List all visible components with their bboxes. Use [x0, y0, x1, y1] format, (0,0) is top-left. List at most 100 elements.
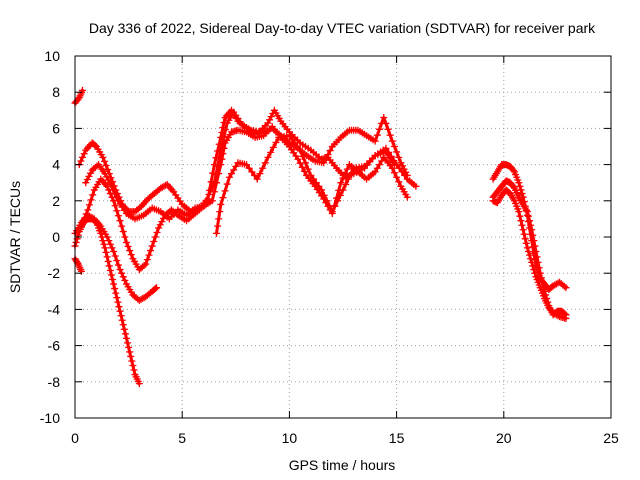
data-point [81, 214, 89, 222]
data-point [264, 119, 272, 127]
data-point [151, 285, 159, 293]
data-point [79, 218, 87, 226]
data-point [388, 137, 396, 145]
data-point [217, 200, 225, 208]
data-point [101, 244, 109, 252]
y-tick-label: 2 [52, 193, 60, 209]
data-point [380, 114, 388, 122]
data-point [336, 191, 344, 199]
data-point [320, 191, 328, 199]
data-point [129, 362, 137, 370]
data-point [104, 166, 112, 174]
data-point [84, 206, 92, 214]
data-point [269, 143, 277, 151]
series-layer [71, 86, 570, 388]
data-point [118, 222, 126, 230]
data-point [529, 231, 537, 239]
data-point [531, 242, 539, 250]
data-point [532, 247, 540, 255]
data-point [342, 181, 350, 189]
series-track-h [213, 132, 398, 237]
data-point [119, 321, 127, 329]
x-axis-label: GPS time / hours [289, 457, 396, 473]
data-point [228, 170, 236, 178]
data-point [517, 217, 525, 225]
data-point [373, 164, 381, 172]
data-point [528, 226, 536, 234]
data-point [518, 221, 526, 229]
data-point [140, 262, 148, 270]
data-point [516, 212, 524, 220]
data-point [87, 196, 95, 204]
data-point [82, 179, 90, 187]
data-point [156, 221, 164, 229]
data-point [294, 155, 302, 163]
data-point [529, 262, 537, 270]
data-point [213, 229, 221, 237]
data-point [130, 366, 138, 374]
data-point [390, 169, 398, 177]
y-tick-label: -10 [40, 410, 60, 426]
data-point [395, 178, 403, 186]
data-point [534, 258, 542, 266]
data-point [220, 133, 228, 141]
data-point [145, 251, 153, 259]
data-point [304, 165, 312, 173]
data-point [105, 186, 113, 194]
data-point [291, 139, 299, 147]
data-point [310, 175, 318, 183]
data-point [520, 230, 528, 238]
data-point [87, 169, 95, 177]
data-point [135, 380, 143, 388]
data-point [210, 188, 218, 196]
data-point [509, 183, 517, 191]
data-point [100, 240, 108, 248]
data-point [109, 276, 117, 284]
series-track-k [489, 186, 570, 322]
series-track-d [71, 86, 87, 107]
data-point [535, 264, 543, 272]
data-point [307, 171, 315, 179]
data-point [272, 138, 280, 146]
data-point [111, 252, 119, 260]
data-point [225, 173, 233, 181]
data-point [256, 170, 264, 178]
data-point [106, 240, 114, 248]
data-point [522, 239, 530, 247]
data-point [371, 168, 379, 176]
data-point [509, 166, 517, 174]
data-point [518, 190, 526, 198]
data-point [222, 126, 230, 134]
data-point [85, 201, 93, 209]
data-point [347, 170, 355, 178]
y-tick-label: -2 [48, 265, 61, 281]
data-point [315, 182, 323, 190]
series-track-g [77, 123, 411, 274]
data-point [205, 190, 213, 198]
data-point [118, 316, 126, 324]
data-point [261, 159, 269, 167]
data-point [339, 186, 347, 194]
data-point [537, 274, 545, 282]
data-point [208, 197, 216, 205]
data-point [221, 187, 229, 195]
data-point [521, 235, 529, 243]
data-point [105, 237, 113, 245]
data-point [152, 284, 160, 292]
x-tick-label: 15 [389, 430, 405, 446]
data-point [393, 148, 401, 156]
data-point [219, 194, 227, 202]
data-point [267, 113, 275, 121]
data-point [223, 180, 231, 188]
data-point [515, 208, 523, 216]
data-point [217, 161, 225, 169]
data-point [393, 173, 401, 181]
data-point [114, 212, 122, 220]
data-point [323, 197, 331, 205]
data-point [106, 266, 114, 274]
data-point [312, 179, 320, 187]
data-point [99, 237, 107, 245]
data-point [403, 171, 411, 179]
data-point [267, 148, 275, 156]
